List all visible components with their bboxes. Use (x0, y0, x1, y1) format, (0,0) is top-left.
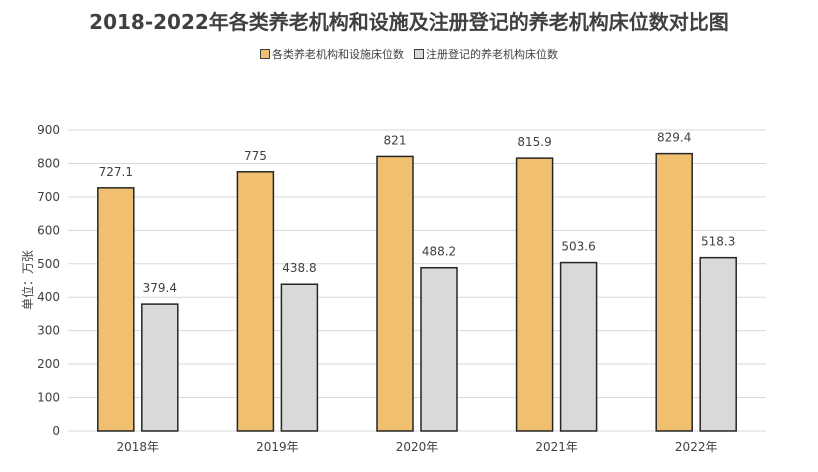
legend-swatch-registered-beds (414, 49, 424, 59)
legend-item-total-beds[interactable]: 各类养老机构和设施床位数 (260, 46, 404, 62)
bar-0-1 (236, 171, 275, 432)
bar-1-3 (559, 261, 598, 432)
bar-1-1 (280, 283, 319, 432)
data-label-1-0: 379.4 (143, 281, 177, 295)
x-tick-label-3: 2021年 (535, 440, 578, 454)
y-tick-label-200: 200 (37, 357, 60, 371)
data-label-1-3: 503.6 (561, 240, 595, 254)
bar-1-0 (141, 303, 179, 432)
data-label-0-4: 829.4 (657, 131, 691, 145)
bar-0-4 (655, 152, 693, 432)
bar-1-4 (699, 256, 737, 432)
data-label-1-4: 518.3 (701, 235, 735, 249)
y-tick-label-0: 0 (52, 424, 60, 438)
data-label-0-2: 821 (384, 133, 407, 147)
y-tick-label-300: 300 (37, 324, 60, 338)
legend-label-total-beds: 各类养老机构和设施床位数 (272, 48, 404, 61)
bar-0-2 (376, 155, 414, 432)
y-tick-label-600: 600 (37, 223, 60, 237)
chart-title: 2018-2022年各类养老机构和设施及注册登记的养老机构床位数对比图 (89, 10, 729, 34)
data-label-0-1: 775 (244, 149, 267, 163)
x-tick-label-1: 2019年 (256, 440, 299, 454)
bar-0-0 (97, 187, 135, 432)
data-label-0-3: 815.9 (517, 135, 551, 149)
legend-swatch-total-beds (260, 49, 270, 59)
legend-item-registered-beds[interactable]: 注册登记的养老机构床位数 (414, 46, 558, 62)
y-axis-label: 单位：万张 (20, 250, 35, 310)
bar-1-2 (420, 266, 458, 432)
y-tick-label-900: 900 (37, 123, 60, 137)
y-tick-label-100: 100 (37, 391, 60, 405)
y-tick-label-700: 700 (37, 190, 60, 204)
data-label-1-2: 488.2 (422, 245, 456, 259)
legend-label-registered-beds: 注册登记的养老机构床位数 (426, 48, 558, 61)
bar-0-3 (515, 157, 554, 432)
x-tick-label-4: 2022年 (675, 440, 718, 454)
legend: 各类养老机构和设施床位数 注册登记的养老机构床位数 (0, 46, 818, 62)
y-tick-label-500: 500 (37, 257, 60, 271)
data-label-1-1: 438.8 (282, 261, 316, 275)
x-tick-label-0: 2018年 (117, 440, 160, 454)
y-tick-label-400: 400 (37, 290, 60, 304)
x-tick-label-2: 2020年 (396, 440, 439, 454)
data-label-0-0: 727.1 (99, 165, 133, 179)
y-tick-label-800: 800 (37, 156, 60, 170)
